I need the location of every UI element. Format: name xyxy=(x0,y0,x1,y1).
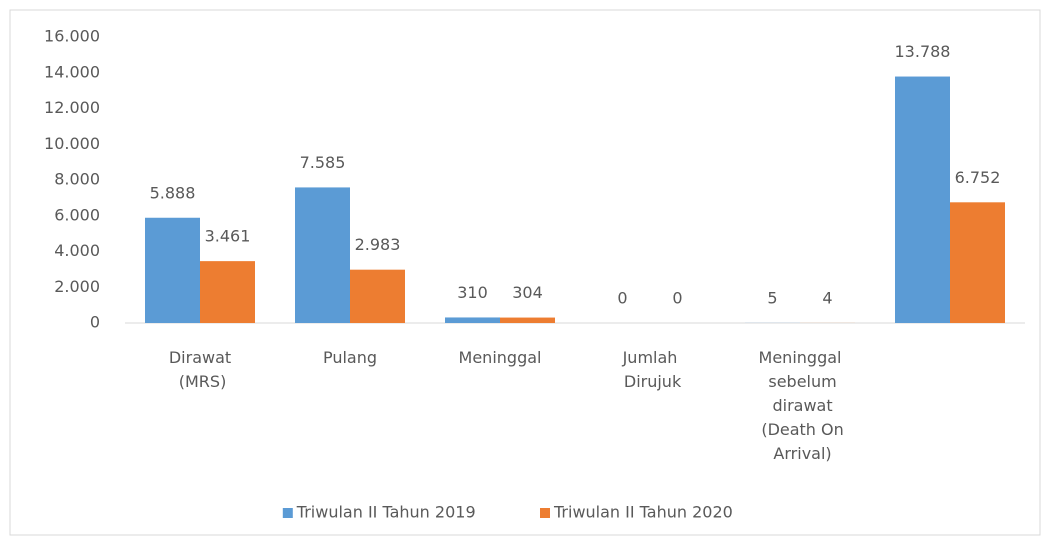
y-tick-label: 8.000 xyxy=(54,170,100,189)
x-tick-label: Dirawat (MRS) xyxy=(169,348,231,391)
bar xyxy=(500,317,555,323)
x-tick-label: Meninggal sebelum dirawat (Death On Arri… xyxy=(756,348,844,463)
value-label: 0 xyxy=(617,289,627,308)
value-label: 5 xyxy=(767,288,777,307)
x-tick-label: Jumlah Dirujuk xyxy=(619,348,682,391)
legend-swatch xyxy=(540,508,550,518)
value-label: 304 xyxy=(512,283,543,302)
value-label: 310 xyxy=(457,283,488,302)
value-label: 0 xyxy=(672,289,682,308)
value-label: 4 xyxy=(822,288,832,307)
y-tick-label: 16.000 xyxy=(44,27,100,46)
bar xyxy=(350,269,405,323)
bar xyxy=(950,202,1005,323)
y-tick-label: 10.000 xyxy=(44,134,100,153)
value-label: 7.585 xyxy=(300,153,346,172)
value-label: 3.461 xyxy=(205,227,251,246)
bar xyxy=(200,261,255,323)
value-label: 13.788 xyxy=(895,42,951,61)
bar xyxy=(145,217,200,323)
y-tick-label: 6.000 xyxy=(54,205,100,224)
x-tick-label: Pulang xyxy=(323,348,377,367)
bar xyxy=(445,317,500,323)
bar xyxy=(295,187,350,323)
value-label: 2.983 xyxy=(355,235,401,254)
legend-label: Triwulan II Tahun 2020 xyxy=(553,503,733,522)
y-tick-label: 14.000 xyxy=(44,62,100,81)
legend-label: Triwulan II Tahun 2019 xyxy=(296,503,476,522)
legend-swatch xyxy=(282,508,293,518)
value-label: 5.888 xyxy=(150,183,196,202)
y-tick-label: 0 xyxy=(90,313,100,332)
y-tick-label: 12.000 xyxy=(44,98,100,117)
value-label: 6.752 xyxy=(955,168,1001,187)
y-tick-label: 4.000 xyxy=(54,241,100,260)
bar xyxy=(895,76,950,324)
x-tick-label: Meninggal xyxy=(459,348,542,367)
y-tick-label: 2.000 xyxy=(54,277,100,296)
